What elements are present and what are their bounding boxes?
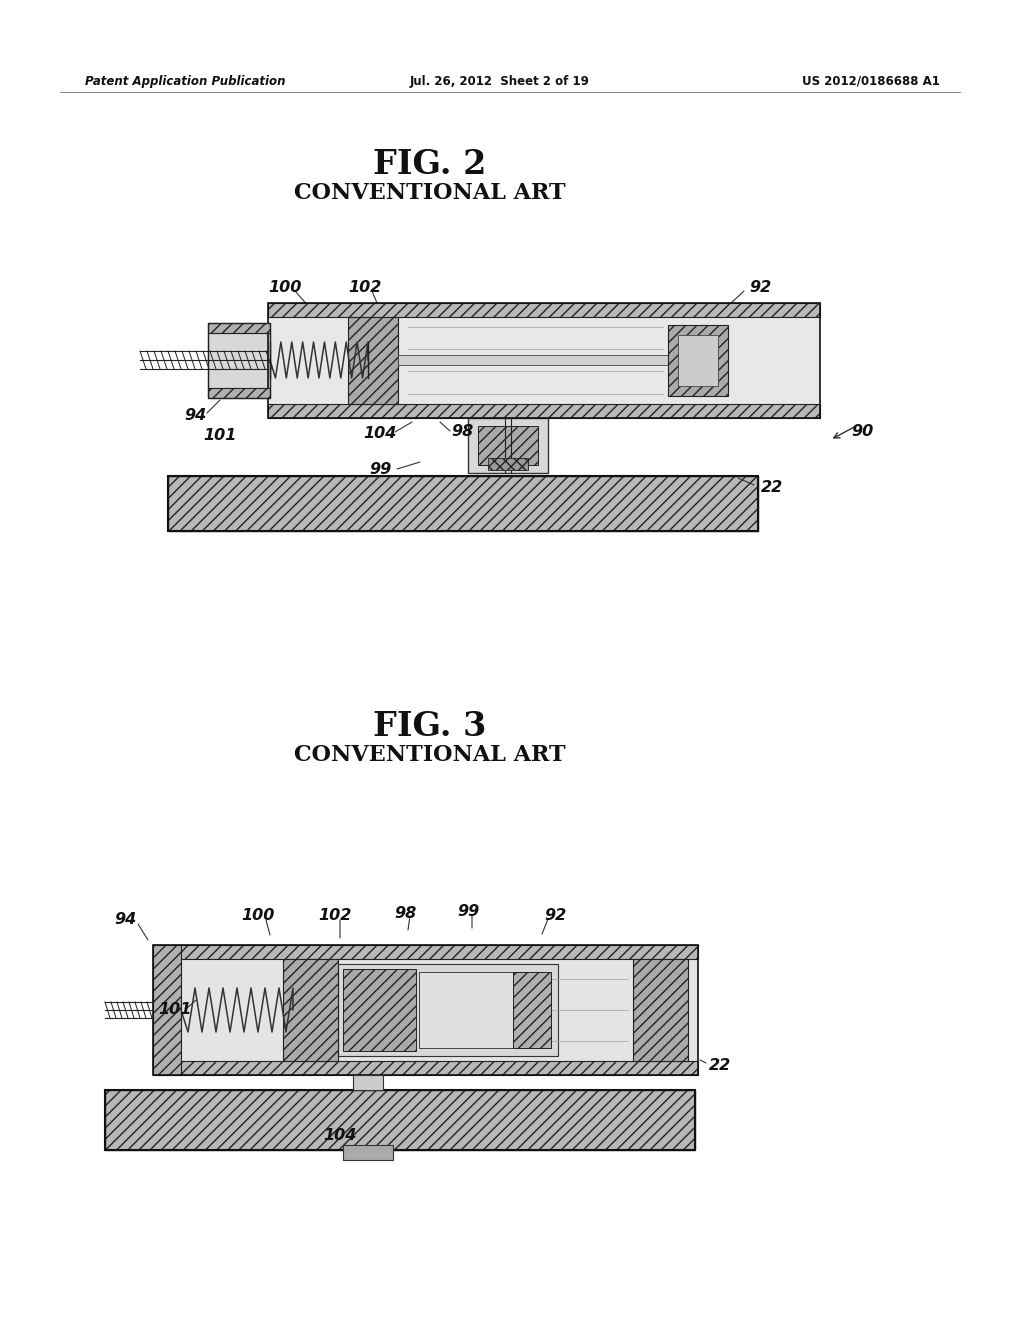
Bar	[678, 335, 718, 385]
Text: 101: 101	[159, 1002, 191, 1018]
Text: 98: 98	[394, 906, 416, 920]
Bar	[153, 1061, 698, 1074]
Text: 90: 90	[851, 425, 873, 440]
Bar	[105, 1090, 695, 1150]
Text: 101: 101	[204, 428, 237, 442]
Bar	[208, 388, 270, 399]
Text: FIG. 2: FIG. 2	[374, 148, 486, 181]
Text: 99: 99	[369, 462, 391, 478]
Text: Patent Application Publication: Patent Application Publication	[85, 75, 286, 88]
Bar	[343, 969, 416, 1051]
Bar	[208, 333, 270, 388]
Bar	[153, 945, 698, 960]
Bar	[348, 317, 398, 404]
Bar	[353, 1074, 383, 1090]
Bar	[153, 945, 698, 1074]
Text: 94: 94	[114, 912, 136, 928]
Bar	[168, 477, 758, 531]
Bar	[338, 964, 558, 1056]
Bar	[268, 304, 820, 317]
Bar	[398, 355, 698, 366]
Bar	[468, 418, 548, 473]
Text: 98: 98	[451, 425, 473, 440]
Bar	[268, 317, 820, 404]
Bar	[488, 458, 528, 470]
Text: 99: 99	[457, 904, 479, 920]
Text: 22: 22	[709, 1057, 731, 1072]
Bar	[153, 945, 181, 1074]
Bar	[105, 1090, 695, 1150]
Bar	[168, 477, 758, 531]
Text: 92: 92	[544, 908, 566, 924]
Text: 94: 94	[184, 408, 206, 422]
Bar	[668, 325, 728, 396]
Bar	[633, 960, 688, 1061]
Bar	[268, 304, 820, 418]
Text: 92: 92	[749, 281, 771, 296]
Text: CONVENTIONAL ART: CONVENTIONAL ART	[294, 744, 566, 766]
Text: 102: 102	[318, 908, 351, 924]
Text: FIG. 3: FIG. 3	[374, 710, 486, 743]
Text: 104: 104	[364, 425, 396, 441]
Text: 100: 100	[268, 280, 302, 294]
Bar	[208, 323, 270, 399]
Bar	[208, 323, 270, 333]
Bar	[268, 404, 820, 418]
Bar	[419, 972, 546, 1048]
Bar	[153, 960, 698, 1061]
Bar	[478, 426, 538, 465]
Bar	[283, 960, 338, 1061]
Text: CONVENTIONAL ART: CONVENTIONAL ART	[294, 182, 566, 205]
Text: 102: 102	[348, 280, 382, 294]
Text: US 2012/0186688 A1: US 2012/0186688 A1	[802, 75, 940, 88]
Text: 100: 100	[242, 908, 274, 924]
Text: 104: 104	[324, 1127, 356, 1143]
Text: Jul. 26, 2012  Sheet 2 of 19: Jul. 26, 2012 Sheet 2 of 19	[410, 75, 590, 88]
Text: 22: 22	[761, 479, 783, 495]
Bar	[343, 1144, 393, 1160]
Bar	[513, 972, 551, 1048]
